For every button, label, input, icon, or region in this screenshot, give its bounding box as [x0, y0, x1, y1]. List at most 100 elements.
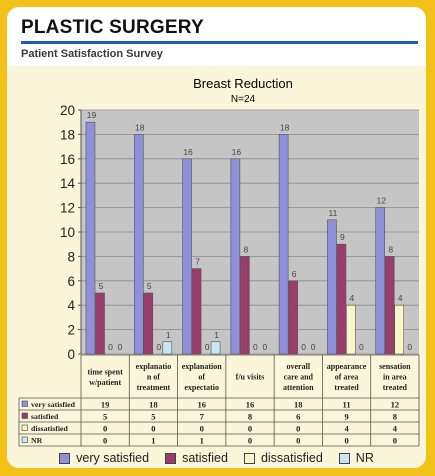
legend-item: dissatisfied [243, 451, 323, 465]
table-cell-value: 0 [248, 436, 252, 446]
category-label: f/u visits [236, 373, 265, 382]
y-tick-label: 6 [67, 274, 75, 289]
category-label: w/patient [89, 378, 121, 387]
legend-item: NR [338, 451, 374, 465]
bar-value-label: 0 [156, 342, 161, 352]
bar-dissatisfied [394, 304, 405, 355]
table-cell-value: 1 [151, 436, 155, 446]
bar-value-label: 7 [195, 257, 200, 267]
category-label: in area [383, 373, 407, 382]
table-row-label: NR [31, 436, 43, 445]
legend-swatch [165, 452, 177, 464]
table-cell-value: 6 [296, 412, 300, 422]
table-cell-value: 0 [200, 424, 204, 434]
y-tick-label: 16 [60, 152, 75, 167]
bar-value-label: 0 [253, 342, 258, 352]
bar-very-satisfied [182, 158, 192, 355]
bar-value-label: 9 [340, 232, 345, 242]
table-cell-value: 16 [246, 400, 255, 410]
title-rule [21, 41, 418, 44]
table-cell-value: 19 [101, 400, 110, 410]
bar-very-satisfied [375, 207, 386, 355]
table-cell-value: 5 [151, 412, 155, 422]
y-tick-label: 4 [67, 298, 75, 313]
y-tick-label: 14 [60, 176, 76, 191]
bar-very-satisfied [85, 121, 96, 355]
bar-value-label: 6 [292, 269, 297, 279]
report-subtitle: Patient Satisfaction Survey [21, 48, 163, 60]
legend-swatch [59, 452, 71, 464]
table-cell-value: 0 [344, 436, 348, 446]
bar-value-label: 8 [388, 244, 393, 254]
table-cell-value: 7 [200, 412, 205, 422]
y-tick-label: 10 [60, 225, 75, 240]
table-cell-value: 0 [296, 424, 300, 434]
table-cell-value: 12 [391, 400, 400, 410]
bar-value-label: 16 [183, 147, 193, 157]
bar-value-label: 18 [280, 122, 290, 132]
table-cell-value: 0 [296, 436, 300, 446]
category-label: appearance [327, 362, 367, 371]
bar-value-label: 5 [147, 281, 152, 291]
bar-value-label: 0 [311, 342, 316, 352]
bar-value-label: 0 [108, 342, 113, 352]
table-row-swatch [21, 424, 28, 431]
bar-nr [162, 341, 173, 355]
category-label: of [198, 373, 205, 382]
bar-very-satisfied [230, 158, 241, 355]
category-label: overall [287, 362, 311, 371]
table-row-label: dissatisfied [31, 424, 68, 433]
category-label: treatment [137, 383, 171, 392]
table-cell-value: 16 [197, 400, 206, 410]
table-cell-value: 18 [294, 400, 303, 410]
bar-value-label: 0 [118, 342, 123, 352]
category-label: expectatio [184, 383, 219, 392]
category-label: of area [335, 373, 359, 382]
bar-value-label: 0 [359, 342, 364, 352]
legend-item: satisfied [165, 451, 228, 465]
legend-label: satisfied [182, 451, 228, 465]
table-cell-value: 0 [248, 424, 252, 434]
report-card: PLASTIC SURGERY Patient Satisfaction Sur… [7, 7, 426, 468]
category-label: sensation [379, 362, 411, 371]
category-label: care and [284, 373, 314, 382]
bar-dissatisfied [346, 304, 356, 355]
bar-satisfied [240, 256, 250, 355]
bar-very-satisfied [327, 219, 337, 355]
table-row-swatch [21, 436, 28, 443]
table-cell-value: 8 [248, 412, 252, 422]
legend-swatch [243, 452, 255, 464]
table-cell-value: 1 [200, 436, 204, 446]
bar-value-label: 0 [407, 342, 412, 352]
table-cell-value: 0 [393, 436, 397, 446]
table-cell-value: 4 [393, 424, 398, 434]
bar-satisfied [288, 280, 298, 355]
bar-satisfied [191, 268, 202, 355]
bar-very-satisfied [278, 134, 289, 355]
bar-satisfied [384, 256, 395, 355]
bar-value-label: 11 [329, 208, 338, 218]
table-row-swatch [21, 412, 28, 419]
category-label: explanation [182, 362, 223, 371]
table-cell-value: 5 [103, 412, 107, 422]
table-cell-value: 18 [149, 400, 158, 410]
table-cell-value: 4 [344, 424, 349, 434]
table-row-swatch [21, 400, 28, 407]
legend-label: NR [355, 451, 374, 465]
bar-very-satisfied [133, 134, 144, 355]
bar-value-label: 12 [376, 196, 386, 206]
category-label: treated [334, 383, 359, 392]
table-cell-value: 8 [393, 412, 397, 422]
bar-value-label: 4 [398, 293, 403, 303]
category-label: explanatio [136, 362, 172, 371]
legend-item: very satisfied [59, 451, 149, 465]
bar-value-label: 0 [205, 342, 210, 352]
bar-value-label: 1 [166, 330, 171, 340]
report-title: PLASTIC SURGERY [21, 17, 204, 38]
chart-title: Breast Reduction [193, 76, 293, 91]
chart-subtitle: N=24 [231, 94, 256, 105]
bar-satisfied [143, 292, 154, 355]
y-tick-label: 20 [60, 103, 75, 118]
category-label: treated [383, 383, 408, 392]
